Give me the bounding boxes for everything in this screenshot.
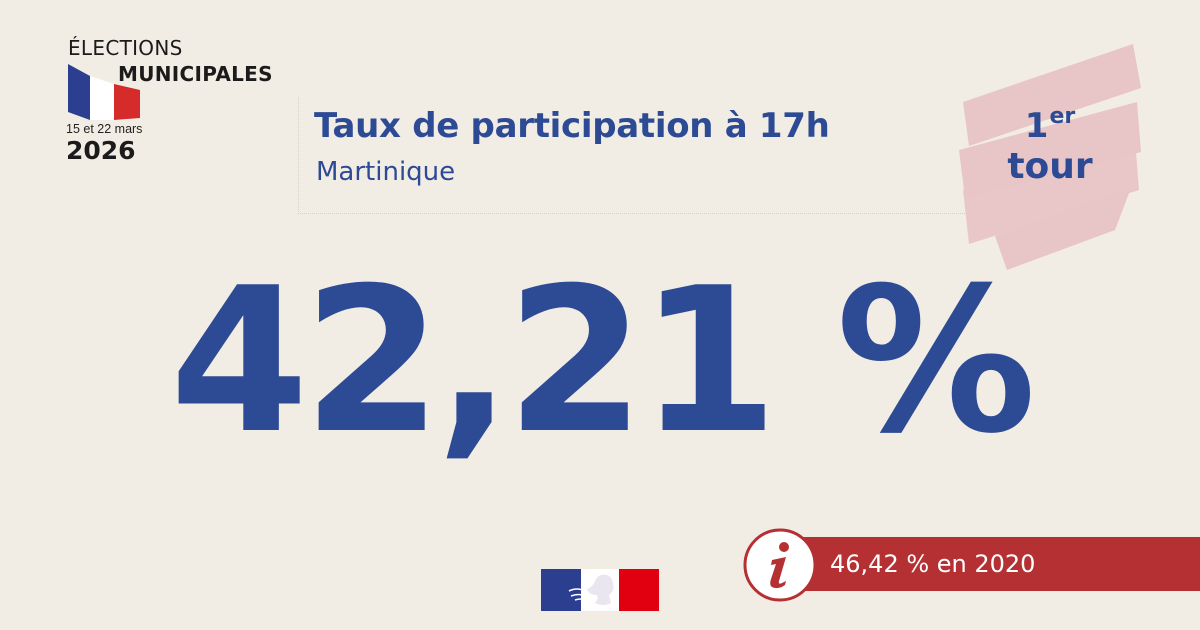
previous-rate-text: 46,42 % en 2020 xyxy=(830,550,1036,578)
logo-word-elections: ÉLECTIONS xyxy=(68,36,183,60)
participation-rate: 42,21 % xyxy=(169,245,1037,478)
logo-year: 2026 xyxy=(66,136,136,165)
round-label: 1er tour xyxy=(955,106,1145,185)
elections-logo: ÉLECTIONS MUNICIPALES 15 et 22 mars 2026 xyxy=(60,34,290,174)
info-band xyxy=(790,537,1200,591)
round-superscript: er xyxy=(1049,104,1076,129)
title-frame xyxy=(298,97,969,214)
logo-word-municipales: MUNICIPALES xyxy=(118,62,273,86)
brush-stroke-background xyxy=(959,44,1141,270)
page-title: Taux de participation à 17h xyxy=(314,106,830,146)
page-subtitle: Martinique xyxy=(316,157,456,187)
marianne-logo-icon xyxy=(541,569,659,611)
round-number: 1 xyxy=(1024,106,1049,146)
info-icon xyxy=(743,528,817,602)
logo-dates: 15 et 22 mars xyxy=(66,122,143,136)
round-word: tour xyxy=(1007,146,1093,187)
round-badge: 1er tour xyxy=(955,40,1145,272)
french-flag-icon xyxy=(68,64,140,120)
